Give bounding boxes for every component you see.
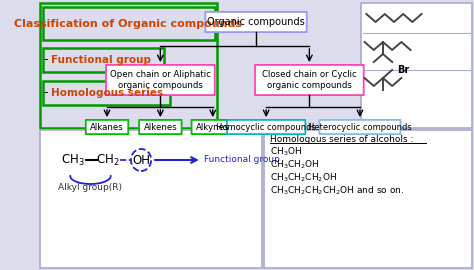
Text: Organic compounds: Organic compounds <box>207 17 305 27</box>
FancyBboxPatch shape <box>40 3 218 128</box>
Text: CH$_3$CH$_2$CH$_2$CH$_2$OH and so on.: CH$_3$CH$_2$CH$_2$CH$_2$OH and so on. <box>270 185 404 197</box>
Text: CH$_3$OH: CH$_3$OH <box>270 146 302 158</box>
Text: CH$_3$CH$_2$CH$_2$OH: CH$_3$CH$_2$CH$_2$OH <box>270 172 337 184</box>
Text: Homologous series of alcohols :: Homologous series of alcohols : <box>270 134 413 143</box>
Text: Homologous series: Homologous series <box>51 88 163 98</box>
Text: OH: OH <box>132 154 150 167</box>
Text: CH$_3$CH$_2$OH: CH$_3$CH$_2$OH <box>270 159 319 171</box>
Text: -: - <box>44 86 48 100</box>
FancyBboxPatch shape <box>86 120 128 134</box>
FancyBboxPatch shape <box>43 7 215 40</box>
Text: Br: Br <box>397 65 409 75</box>
Text: Alkyl group(R): Alkyl group(R) <box>58 184 122 193</box>
FancyBboxPatch shape <box>361 3 472 128</box>
FancyBboxPatch shape <box>319 120 401 134</box>
FancyBboxPatch shape <box>43 81 170 105</box>
Text: Functional group: Functional group <box>51 55 151 65</box>
FancyBboxPatch shape <box>227 120 305 134</box>
Text: Classification of Organic compounds: Classification of Organic compounds <box>14 19 242 29</box>
Text: -: - <box>44 53 48 66</box>
Text: CH$_3$: CH$_3$ <box>61 153 85 168</box>
Text: Homocyclic compounds: Homocyclic compounds <box>216 123 316 131</box>
Text: CH$_2$: CH$_2$ <box>96 153 120 168</box>
FancyBboxPatch shape <box>255 65 364 95</box>
Text: Alkanes: Alkanes <box>90 123 124 131</box>
FancyBboxPatch shape <box>139 120 182 134</box>
FancyBboxPatch shape <box>191 120 234 134</box>
Text: Alkenes: Alkenes <box>144 123 177 131</box>
FancyBboxPatch shape <box>264 130 472 268</box>
Text: Open chain or Aliphatic
organic compounds: Open chain or Aliphatic organic compound… <box>110 70 211 90</box>
FancyBboxPatch shape <box>205 12 307 32</box>
FancyBboxPatch shape <box>40 130 263 268</box>
FancyBboxPatch shape <box>43 48 164 72</box>
Text: Alkynes: Alkynes <box>196 123 229 131</box>
FancyBboxPatch shape <box>106 65 215 95</box>
Text: Functional group: Functional group <box>204 156 280 164</box>
Text: Closed chain or Cyclic
organic compounds: Closed chain or Cyclic organic compounds <box>262 70 357 90</box>
Text: Heterocyclic compounds: Heterocyclic compounds <box>308 123 412 131</box>
